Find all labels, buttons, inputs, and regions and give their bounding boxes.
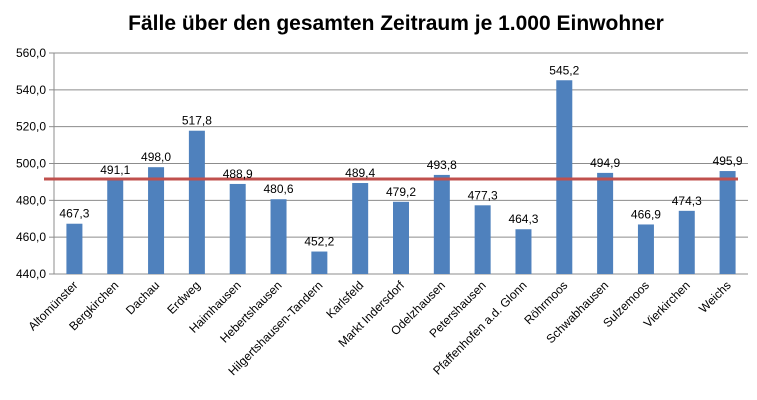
bar xyxy=(433,174,450,274)
data-label: 452,2 xyxy=(304,235,334,249)
bar xyxy=(66,223,83,274)
gridlines xyxy=(49,52,748,275)
bar xyxy=(556,80,573,274)
bar xyxy=(678,210,695,274)
y-axis-ticks: 440,0 460,0 480,0 500,0 520,0 540,0 560,0 xyxy=(16,46,46,281)
y-tick-label: 560,0 xyxy=(16,46,46,60)
data-label: 495,9 xyxy=(713,154,743,168)
data-label: 480,6 xyxy=(264,182,294,196)
bars xyxy=(66,80,736,274)
data-label: 479,2 xyxy=(386,185,416,199)
y-tick-label: 440,0 xyxy=(16,267,46,281)
data-label: 493,8 xyxy=(427,158,457,172)
data-label: 464,3 xyxy=(508,212,538,226)
y-tick-label: 520,0 xyxy=(16,120,46,134)
chart-title: Fälle über den gesamten Zeitraum je 1.00… xyxy=(128,12,664,35)
data-label: 474,3 xyxy=(672,194,702,208)
bar xyxy=(719,171,736,274)
data-label: 467,3 xyxy=(59,207,89,221)
data-label: 488,9 xyxy=(223,167,253,181)
category-label: Weichs xyxy=(696,278,734,316)
data-label: 489,4 xyxy=(345,166,375,180)
y-tick-label: 500,0 xyxy=(16,157,46,171)
bar xyxy=(107,179,124,274)
bar xyxy=(229,183,246,274)
category-label: Erdweg xyxy=(164,278,203,317)
data-label: 477,3 xyxy=(468,188,498,202)
bar xyxy=(311,251,328,274)
bar xyxy=(188,130,205,274)
data-label: 517,8 xyxy=(182,114,212,128)
bar xyxy=(148,167,165,274)
bar xyxy=(270,199,287,274)
bar xyxy=(515,229,532,274)
y-tick-label: 540,0 xyxy=(16,83,46,97)
data-label: 466,9 xyxy=(631,207,661,221)
y-tick-label: 460,0 xyxy=(16,230,46,244)
data-label: 494,9 xyxy=(590,156,620,170)
y-tick-label: 480,0 xyxy=(16,193,46,207)
bar xyxy=(637,224,654,274)
bar xyxy=(393,201,409,274)
bar xyxy=(597,172,614,274)
bar xyxy=(352,183,369,274)
category-label: Dachau xyxy=(123,278,162,317)
data-label: 545,2 xyxy=(549,63,579,77)
data-label: 491,1 xyxy=(100,163,130,177)
data-label: 498,0 xyxy=(141,150,171,164)
data-labels: 467,3 491,1 498,0 517,8 488,9 480,6 452,2 489,4… xyxy=(59,63,743,248)
bar xyxy=(474,205,491,274)
